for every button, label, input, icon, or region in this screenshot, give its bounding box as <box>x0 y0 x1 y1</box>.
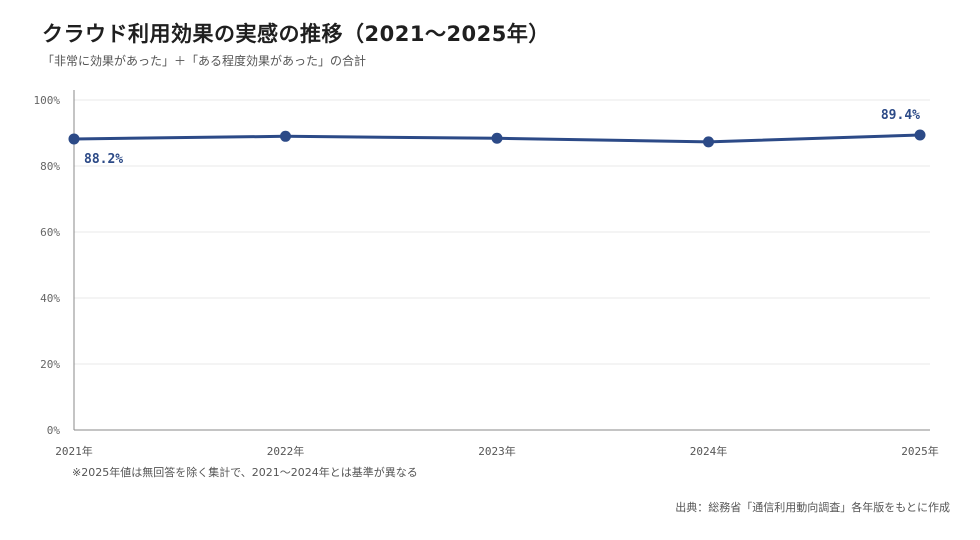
chart-title: クラウド利用効果の実感の推移（2021〜2025年） <box>42 22 550 46</box>
y-tick-label: 20% <box>40 358 60 371</box>
y-tick-label: 60% <box>40 226 60 239</box>
data-point <box>703 136 714 148</box>
data-label: 89.4% <box>881 108 920 123</box>
y-tick-label: 40% <box>40 292 60 305</box>
chart-subtitle: 「非常に効果があった」＋「ある程度効果があった」の合計 <box>42 54 367 68</box>
x-tick-label: 2023年 <box>478 444 516 458</box>
data-point <box>491 132 503 144</box>
data-point <box>68 133 80 145</box>
y-tick-label: 0% <box>47 424 61 437</box>
chart-source: 出典：総務省「通信利用動向調査」各年版をもとに作成 <box>675 501 950 514</box>
x-tick-label: 2025年 <box>901 444 939 458</box>
x-tick-label: 2024年 <box>690 444 728 458</box>
data-point <box>280 130 291 142</box>
data-label: 88.2% <box>84 152 123 167</box>
chart-note: ※2025年値は無回答を除く集計で、2021〜2024年とは基準が異なる <box>72 466 418 479</box>
x-tick-label: 2022年 <box>267 444 305 458</box>
y-tick-label: 80% <box>40 160 60 173</box>
data-point <box>914 129 926 141</box>
y-tick-label: 100% <box>34 94 61 107</box>
x-tick-label: 2021年 <box>55 444 93 458</box>
